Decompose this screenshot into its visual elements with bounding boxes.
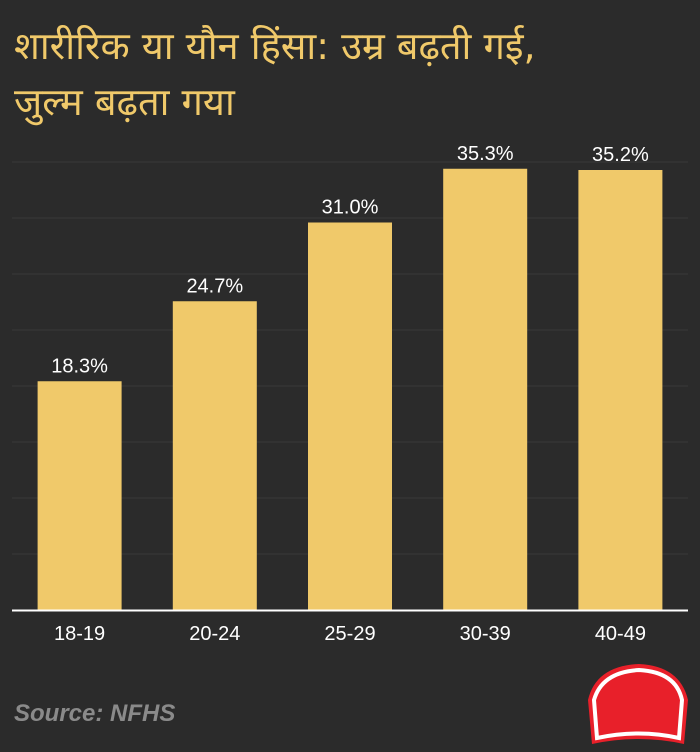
bar-chart: 18.3% 18-19 24.7% 20-24 31.0% 25-29 35.3% 30-39… <box>12 143 688 645</box>
x-tick-18-19: 18-19 <box>54 623 105 645</box>
x-tick-20-24: 20-24 <box>189 623 240 645</box>
data-label-18-19: 18.3% <box>51 355 108 377</box>
data-label-40-49: 35.2% <box>592 144 649 166</box>
x-tick-40-49: 40-49 <box>595 623 646 645</box>
chart-title: शारीरिक या यौन हिंसा: उम्र बढ़ती गई, जुल… <box>14 18 690 130</box>
x-tick-25-29: 25-29 <box>324 623 375 645</box>
source-note: Source: NFHS <box>14 700 176 727</box>
data-label-30-39: 35.3% <box>457 143 514 165</box>
bar-25-29 <box>308 222 392 610</box>
chart-title-line-1: शारीरिक या यौन हिंसा: उम्र बढ़ती गई, <box>14 24 536 68</box>
bar-18-19 <box>37 381 122 610</box>
aaj-tak-logo <box>588 664 688 744</box>
bar-30-39 <box>443 168 528 610</box>
bar-40-49 <box>578 170 663 610</box>
bar-20-24 <box>172 301 257 610</box>
x-tick-30-39: 30-39 <box>460 623 511 645</box>
data-label-20-24: 24.7% <box>186 275 243 297</box>
data-label-25-29: 31.0% <box>322 197 379 219</box>
chart-title-line-2: जुल्म बढ़ता गया <box>14 80 235 124</box>
